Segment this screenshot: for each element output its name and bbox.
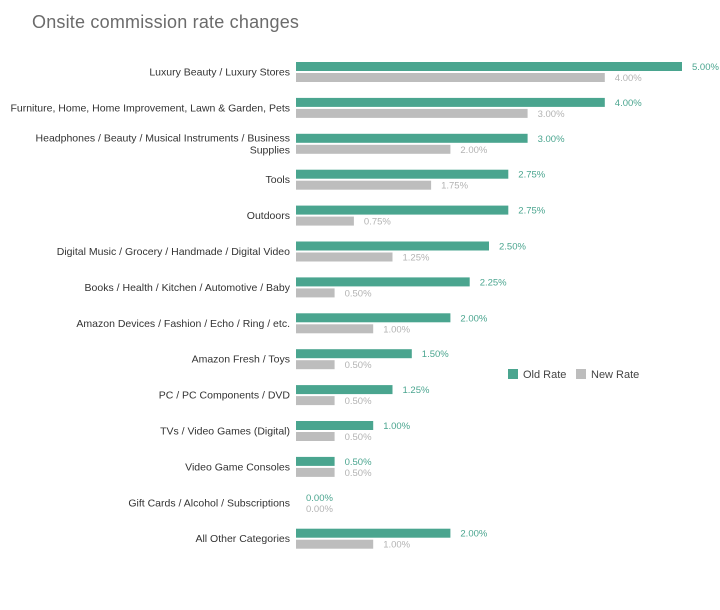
category-label: All Other Categories	[195, 533, 290, 545]
category-label: PC / PC Components / DVD	[159, 390, 291, 402]
new-rate-value-label: 1.75%	[441, 181, 468, 192]
old-rate-bar	[296, 62, 682, 71]
new-rate-bar	[296, 216, 354, 226]
old-rate-value-label: 3.00%	[538, 134, 565, 145]
old-rate-bar	[296, 349, 412, 359]
category-label-line: Gift Cards / Alcohol / Subscriptions	[128, 497, 290, 509]
old-rate-value-label: 0.00%	[306, 493, 333, 504]
old-rate-value-label: 2.50%	[499, 242, 526, 253]
new-rate-bar	[296, 180, 432, 190]
new-rate-value-label: 1.00%	[383, 324, 410, 335]
old-rate-value-label: 2.25%	[480, 277, 507, 288]
new-rate-bar	[296, 144, 451, 154]
new-rate-value-label: 3.00%	[538, 109, 565, 120]
old-rate-value-label: 2.00%	[460, 529, 487, 540]
category-label: Tools	[265, 174, 290, 186]
old-rate-value-label: 2.75%	[518, 206, 545, 217]
category-label-line: Supplies	[250, 144, 290, 156]
new-rate-value-label: 1.25%	[403, 253, 430, 264]
old-rate-value-label: 2.75%	[518, 170, 545, 181]
new-rate-bar	[296, 467, 335, 477]
new-rate-bar	[296, 288, 335, 298]
category-label-line: Amazon Fresh / Toys	[192, 354, 290, 366]
category-label-line: PC / PC Components / DVD	[159, 390, 291, 402]
category-label: Books / Health / Kitchen / Automotive / …	[85, 282, 291, 294]
category-label: Amazon Devices / Fashion / Echo / Ring /…	[76, 318, 290, 330]
category-label: TVs / Video Games (Digital)	[160, 426, 290, 438]
old-rate-value-label: 5.00%	[692, 62, 719, 73]
category-label: Luxury Beauty / Luxury Stores	[149, 67, 290, 79]
category-label: Video Game Consoles	[185, 461, 290, 473]
new-rate-bar	[296, 324, 374, 334]
old-rate-value-label: 1.25%	[403, 385, 430, 396]
category-label: Furniture, Home, Home Improvement, Lawn …	[10, 102, 290, 114]
new-rate-value-label: 1.00%	[383, 540, 410, 551]
category-label: Outdoors	[247, 210, 290, 222]
old-rate-bar	[296, 385, 393, 395]
new-rate-value-label: 0.50%	[345, 396, 372, 407]
old-rate-bar	[296, 241, 489, 251]
new-rate-value-label: 0.50%	[345, 432, 372, 443]
new-rate-value-label: 0.75%	[364, 217, 391, 228]
category-label: Amazon Fresh / Toys	[192, 354, 290, 366]
new-rate-bar	[296, 73, 605, 82]
legend-new-rate-swatch	[576, 369, 586, 379]
old-rate-value-label: 1.50%	[422, 349, 449, 360]
old-rate-bar	[296, 421, 374, 430]
old-rate-bar	[296, 97, 605, 107]
category-label: Headphones / Beauty / Musical Instrument…	[36, 132, 290, 156]
category-label-line: Books / Health / Kitchen / Automotive / …	[85, 282, 291, 294]
old-rate-bar	[296, 169, 509, 179]
new-rate-value-label: 0.50%	[345, 468, 372, 479]
old-rate-bar	[296, 456, 335, 466]
new-rate-bar	[296, 360, 335, 370]
new-rate-value-label: 0.00%	[306, 504, 333, 515]
new-rate-value-label: 2.00%	[460, 145, 487, 156]
category-label-line: Tools	[265, 174, 290, 186]
old-rate-bar	[296, 205, 509, 215]
legend-new-rate-label: New Rate	[591, 369, 639, 381]
category-label-line: Outdoors	[247, 210, 290, 222]
chart-title: Onsite commission rate changes	[32, 12, 300, 32]
category-label: Gift Cards / Alcohol / Subscriptions	[128, 497, 290, 509]
category-label-line: All Other Categories	[195, 533, 290, 545]
new-rate-bar	[296, 108, 528, 118]
new-rate-bar	[296, 252, 393, 262]
category-label-line: TVs / Video Games (Digital)	[160, 426, 290, 438]
new-rate-bar	[296, 396, 335, 406]
new-rate-bar	[296, 432, 335, 441]
old-rate-bar	[296, 133, 528, 143]
new-rate-value-label: 0.50%	[345, 288, 372, 299]
old-rate-bar	[296, 313, 451, 323]
new-rate-value-label: 0.50%	[345, 360, 372, 371]
old-rate-bar	[296, 528, 451, 538]
category-label-line: Amazon Devices / Fashion / Echo / Ring /…	[76, 318, 290, 330]
new-rate-bar	[296, 539, 374, 549]
old-rate-value-label: 1.00%	[383, 421, 410, 432]
old-rate-bar	[296, 277, 470, 287]
new-rate-value-label: 4.00%	[615, 73, 642, 84]
category-label-line: Video Game Consoles	[185, 461, 290, 473]
category-label-line: Luxury Beauty / Luxury Stores	[149, 67, 290, 79]
category-label-line: Digital Music / Grocery / Handmade / Dig…	[57, 246, 290, 258]
category-label-line: Headphones / Beauty / Musical Instrument…	[36, 132, 290, 144]
legend-old-rate-swatch	[508, 369, 518, 379]
old-rate-value-label: 0.50%	[345, 457, 372, 468]
old-rate-value-label: 4.00%	[615, 98, 642, 109]
category-label-line: Furniture, Home, Home Improvement, Lawn …	[10, 102, 290, 114]
legend-old-rate-label: Old Rate	[523, 369, 566, 381]
old-rate-value-label: 2.00%	[460, 313, 487, 324]
category-label: Digital Music / Grocery / Handmade / Dig…	[57, 246, 290, 258]
